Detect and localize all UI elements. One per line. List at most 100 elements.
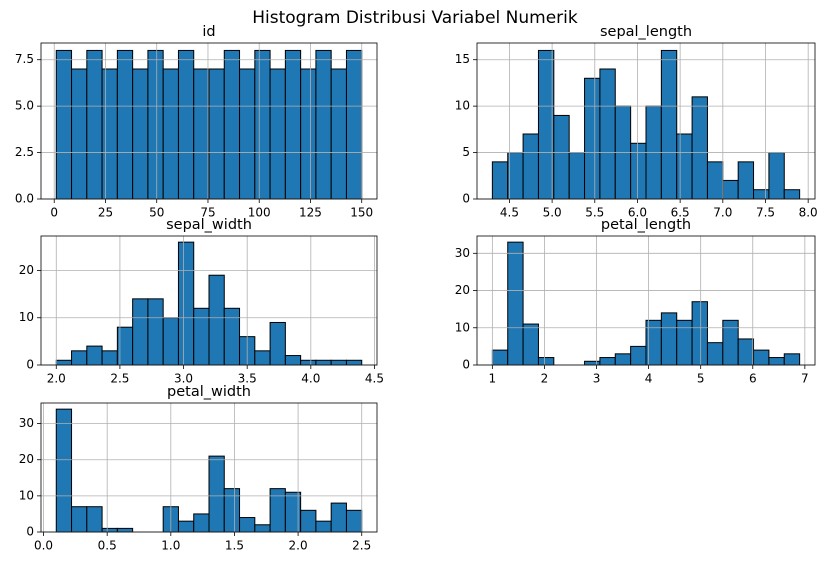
bar <box>691 301 708 366</box>
bar <box>491 349 509 366</box>
bar <box>568 152 586 200</box>
x-tick-label: 6.0 <box>628 206 647 220</box>
bar <box>284 49 302 200</box>
bar <box>71 506 88 533</box>
bar <box>116 527 134 533</box>
x-tick-label: 2.5 <box>352 539 371 553</box>
bar <box>208 455 225 533</box>
bar <box>269 321 286 366</box>
bar <box>254 350 271 366</box>
x-tick-label: 7.0 <box>713 206 732 220</box>
x-tick-label: 6 <box>749 372 757 386</box>
bar <box>254 49 271 200</box>
bar <box>706 342 724 366</box>
x-tick-label: 125 <box>299 206 322 220</box>
bar <box>193 513 210 533</box>
x-tick-label: 1.5 <box>225 539 244 553</box>
bar <box>599 357 616 366</box>
x-tick-label: 50 <box>149 206 164 220</box>
bar <box>86 345 103 366</box>
bar <box>208 274 225 366</box>
x-tick-label: 4 <box>645 372 653 386</box>
bar <box>522 323 539 366</box>
bar <box>86 49 103 200</box>
x-tick-label: 25 <box>98 206 113 220</box>
y-tick-label: 15 <box>455 52 470 66</box>
bar <box>330 68 347 200</box>
x-tick-label: 0.0 <box>34 539 53 553</box>
y-tick-label: 7.5 <box>15 52 34 66</box>
y-tick-label: 10 <box>19 488 34 502</box>
bar <box>722 319 739 366</box>
bar <box>101 68 118 200</box>
x-tick-label: 4.0 <box>301 372 320 386</box>
axes-title: sepal_length <box>600 24 692 40</box>
x-tick-label: 2 <box>541 372 549 386</box>
axes-title: petal_length <box>601 217 691 233</box>
bar <box>706 161 724 200</box>
bar <box>223 488 241 533</box>
bar <box>345 359 363 366</box>
bar <box>223 307 241 366</box>
bar <box>132 298 149 366</box>
bar <box>330 359 347 366</box>
x-tick-label: 7.5 <box>756 206 775 220</box>
bar <box>177 520 195 533</box>
bar <box>208 68 225 200</box>
bar <box>491 161 509 200</box>
y-tick-label: 20 <box>455 283 470 297</box>
bar <box>71 68 88 200</box>
axes-title: sepal_width <box>166 217 252 233</box>
bar <box>614 353 632 366</box>
axes-frame <box>40 42 378 200</box>
bar <box>537 49 555 200</box>
axes-title: petal_width <box>167 384 251 400</box>
x-tick-label: 2.0 <box>47 372 66 386</box>
y-tick-label: 30 <box>19 416 34 430</box>
bar <box>177 241 195 366</box>
bar <box>315 49 332 200</box>
bar <box>147 49 164 200</box>
x-tick-label: 100 <box>248 206 271 220</box>
bar <box>162 317 179 366</box>
x-tick-label: 1 <box>489 372 497 386</box>
bar <box>768 152 785 200</box>
bar <box>522 133 539 200</box>
bar <box>660 49 678 200</box>
bar <box>132 68 149 200</box>
figure-title: Histogram Distribusi Variabel Numerik <box>252 8 578 28</box>
x-tick-label: 3.5 <box>238 372 257 386</box>
bar <box>753 349 770 366</box>
axes-frame <box>40 402 378 533</box>
y-tick-label: 0 <box>26 525 34 539</box>
x-tick-label: 4.5 <box>365 372 384 386</box>
bar <box>584 77 601 200</box>
bar <box>55 408 73 533</box>
bar <box>86 506 103 533</box>
axes-frame <box>476 42 816 200</box>
x-tick-label: 0.5 <box>98 539 117 553</box>
axes-frame <box>476 235 816 366</box>
x-tick-label: 2.0 <box>289 539 308 553</box>
bar <box>55 359 73 366</box>
bar <box>55 49 73 200</box>
bar <box>101 527 118 533</box>
bar <box>737 161 755 200</box>
bar <box>507 152 524 200</box>
bar <box>116 49 134 200</box>
x-tick-label: 75 <box>200 206 215 220</box>
y-tick-label: 10 <box>455 99 470 113</box>
y-tick-label: 0 <box>462 192 470 206</box>
bar <box>193 307 210 366</box>
bar <box>676 319 693 366</box>
y-tick-label: 0 <box>26 358 34 372</box>
bar <box>676 133 693 200</box>
bar <box>315 520 332 533</box>
x-tick-label: 3 <box>593 372 601 386</box>
bar <box>300 509 317 533</box>
bar <box>660 312 678 366</box>
bar <box>584 360 601 366</box>
axes-title: id <box>202 24 215 40</box>
y-tick-label: 10 <box>19 310 34 324</box>
